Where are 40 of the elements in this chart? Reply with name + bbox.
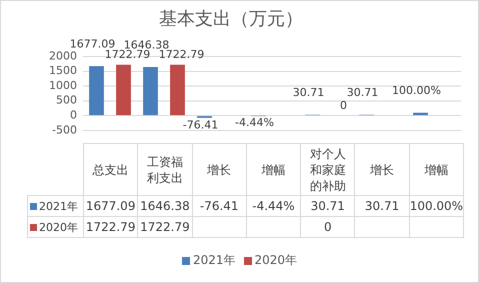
data-label: 1722.79 [84,216,138,238]
bar [89,66,104,116]
data-label: 1677.09 [84,196,138,216]
text: 100.00% [392,84,441,98]
data-label: 0 [300,216,355,238]
x-tick-label: 增长 [354,144,410,196]
text: -4.44% [235,116,274,130]
y-tick-label: 2000 [49,49,77,62]
text: 0 [340,99,347,112]
chart-title: 基本支出（万元） [159,8,303,30]
y-tick-label: -500 [52,123,77,136]
x-tick-label: 增幅 [246,144,301,196]
data-label: 1722.79 [138,216,192,238]
y-tick-label: 1500 [49,64,77,78]
data-label: 30.71 [354,196,410,216]
y-tick-label: 1000 [49,78,77,92]
data-label: -76.41 [192,196,246,216]
text: 2020年 [254,253,298,267]
text: 1677.09 [70,37,116,50]
text: 30.71 [346,86,378,100]
x-tick-label: 增长 [192,144,246,196]
data-label: 100.00% [409,196,464,216]
y-tick-label: 500 [56,94,77,107]
x-tick-label: 对个人和家庭的补助 [300,144,355,196]
x-tick-label: 增幅 [409,144,464,196]
text: 2021年 [192,253,236,267]
legend-label: 2021年 [39,200,78,212]
bar [143,67,158,116]
y-tick-label: 0 [70,108,77,122]
bar [170,64,185,116]
x-tick-label: 工资福利支出 [138,144,192,196]
text: -76.41 [182,118,218,132]
text: 30.71 [292,86,324,100]
bar [116,64,131,116]
data-label: 1646.38 [138,196,192,216]
data-label: 30.71 [300,196,355,216]
bar [413,112,428,116]
legend-label: 2020年 [39,220,78,234]
x-tick-label: 总支出 [84,144,138,196]
data-label: -4.44% [246,196,301,216]
